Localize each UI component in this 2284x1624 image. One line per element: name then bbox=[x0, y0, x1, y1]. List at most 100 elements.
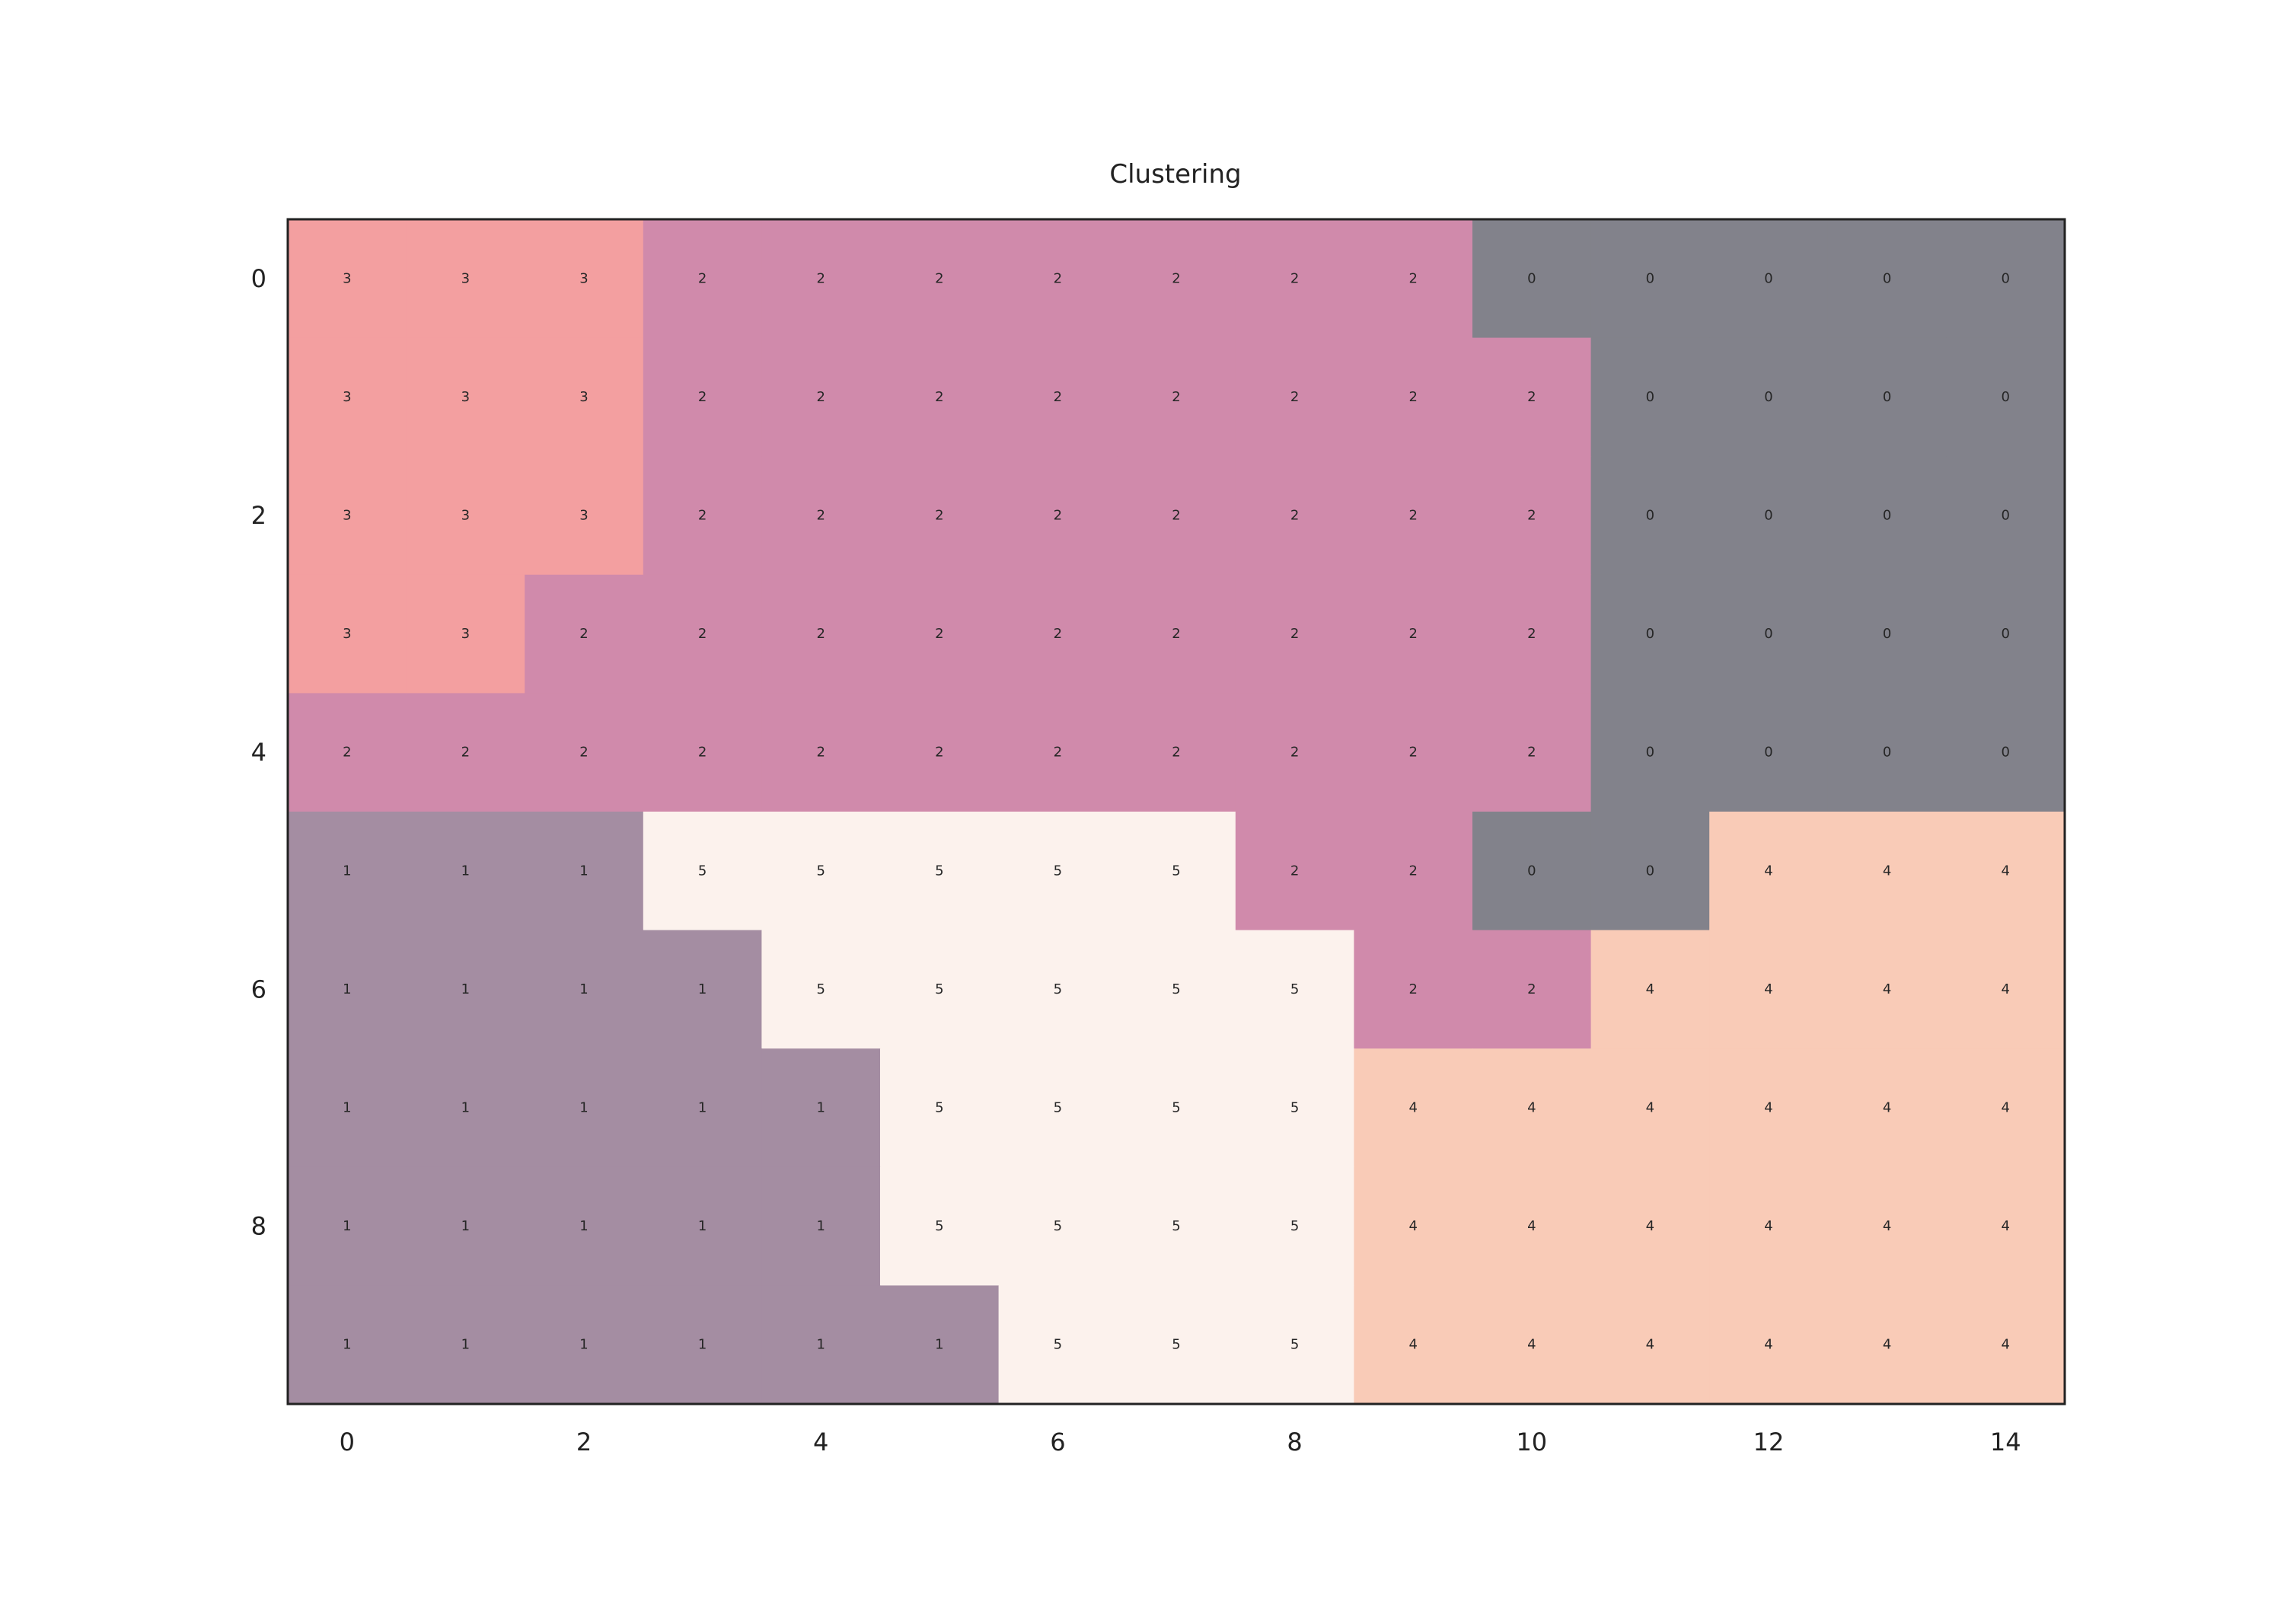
y-tick-label-6: 6 bbox=[251, 975, 266, 1003]
cell-label-r5-c10: 0 bbox=[1527, 863, 1536, 879]
heatmap-cell-r0-c4 bbox=[761, 219, 881, 339]
cell-label-r4-c5: 2 bbox=[935, 745, 943, 761]
heatmap-cell-r9-c5 bbox=[880, 1285, 1000, 1405]
cell-label-r9-c10: 4 bbox=[1527, 1337, 1536, 1353]
heatmap-cell-r4-c2 bbox=[525, 693, 644, 812]
y-axis-ticks: 0 2 4 6 8 bbox=[251, 264, 266, 1241]
heatmap-cell-r8-c5 bbox=[880, 1166, 1000, 1286]
cell-label-r8-c11: 4 bbox=[1646, 1218, 1654, 1234]
cell-label-r2-c13: 0 bbox=[1883, 508, 1891, 524]
cell-label-r1-c0: 3 bbox=[343, 389, 351, 405]
heatmap-cell-r8-c9 bbox=[1354, 1166, 1473, 1286]
cell-label-r8-c6: 5 bbox=[1054, 1218, 1062, 1234]
heatmap-cell-r4-c3 bbox=[643, 693, 762, 812]
x-axis-ticks: 0 2 4 6 8 10 12 14 bbox=[340, 1428, 2021, 1456]
cell-label-r6-c13: 4 bbox=[1883, 981, 1891, 997]
cell-label-r7-c7: 5 bbox=[1172, 1100, 1180, 1116]
cell-label-r6-c9: 2 bbox=[1408, 981, 1417, 997]
chart-title: Clustering bbox=[1109, 159, 1241, 190]
cell-label-r3-c5: 2 bbox=[935, 626, 943, 642]
heatmap-cell-r5-c12 bbox=[1709, 812, 1829, 931]
cell-label-r9-c5: 1 bbox=[935, 1337, 943, 1353]
heatmap-cell-r5-c2 bbox=[525, 812, 644, 931]
heatmap-cell-r3-c10 bbox=[1472, 574, 1592, 694]
heatmap-cell-r1-c3 bbox=[643, 337, 762, 457]
cell-label-r2-c8: 2 bbox=[1290, 508, 1299, 524]
heatmap-cell-r1-c6 bbox=[998, 337, 1118, 457]
heatmap-cell-r7-c8 bbox=[1235, 1048, 1354, 1168]
heatmap-cell-r3-c13 bbox=[1827, 574, 1947, 694]
cell-label-r4-c10: 2 bbox=[1527, 745, 1536, 761]
cell-label-r2-c0: 3 bbox=[343, 508, 351, 524]
heatmap-cell-r8-c4 bbox=[761, 1166, 881, 1286]
heatmap-cell-r3-c1 bbox=[406, 574, 525, 694]
cell-label-r3-c3: 2 bbox=[698, 626, 707, 642]
heatmap-cell-r9-c6 bbox=[998, 1285, 1118, 1405]
cell-label-r6-c4: 5 bbox=[816, 981, 825, 997]
heatmap-cell-r5-c4 bbox=[761, 812, 881, 931]
cell-label-r8-c13: 4 bbox=[1883, 1218, 1891, 1234]
cell-label-r4-c1: 2 bbox=[461, 745, 470, 761]
heatmap-cell-r0-c14 bbox=[1946, 219, 2065, 339]
heatmap-cell-r1-c11 bbox=[1590, 337, 1710, 457]
heatmap-cell-r9-c10 bbox=[1472, 1285, 1592, 1405]
heatmap-cell-r2-c7 bbox=[1117, 456, 1236, 576]
cell-label-r6-c12: 4 bbox=[1764, 981, 1772, 997]
y-tick-label-4: 4 bbox=[251, 738, 266, 767]
cell-label-r1-c6: 2 bbox=[1054, 389, 1062, 405]
heatmap-cell-r7-c1 bbox=[406, 1048, 525, 1168]
heatmap-cell-r0-c3 bbox=[643, 219, 762, 339]
heatmap-cell-r5-c13 bbox=[1827, 812, 1947, 931]
heatmap-cell-r8-c3 bbox=[643, 1166, 762, 1286]
heatmap-cell-r9-c1 bbox=[406, 1285, 525, 1405]
plot-frame bbox=[286, 218, 2066, 1405]
heatmap-cell-r6-c10 bbox=[1472, 930, 1592, 1049]
heatmap-cell-r3-c3 bbox=[643, 574, 762, 694]
heatmap-cell-r8-c13 bbox=[1827, 1166, 1947, 1286]
heatmap-cell-r6-c3 bbox=[643, 930, 762, 1049]
heatmap-cell-r5-c3 bbox=[643, 812, 762, 931]
cell-label-r7-c0: 1 bbox=[343, 1100, 351, 1116]
heatmap-cell-r4-c10 bbox=[1472, 693, 1592, 812]
cell-label-r4-c0: 2 bbox=[343, 745, 351, 761]
cell-label-r8-c14: 4 bbox=[2001, 1218, 2009, 1234]
x-tick-label-10: 10 bbox=[1516, 1428, 1547, 1456]
cell-label-r9-c0: 1 bbox=[343, 1337, 351, 1353]
heatmap-cell-r8-c11 bbox=[1590, 1166, 1710, 1286]
cell-label-r0-c3: 2 bbox=[698, 270, 707, 286]
heatmap-cell-r4-c1 bbox=[406, 693, 525, 812]
cell-label-r4-c12: 0 bbox=[1764, 745, 1772, 761]
heatmap-cell-r6-c12 bbox=[1709, 930, 1829, 1049]
heatmap-cell-r7-c5 bbox=[880, 1048, 1000, 1168]
heatmap-cell-r6-c0 bbox=[288, 930, 407, 1049]
cell-label-r6-c14: 4 bbox=[2001, 981, 2009, 997]
cell-label-r0-c11: 0 bbox=[1646, 270, 1654, 286]
cell-label-r3-c10: 2 bbox=[1527, 626, 1536, 642]
x-tick-label-8: 8 bbox=[1287, 1428, 1302, 1456]
cell-label-r5-c7: 5 bbox=[1172, 863, 1180, 879]
cell-label-r4-c8: 2 bbox=[1290, 745, 1299, 761]
heatmap-cell-r6-c1 bbox=[406, 930, 525, 1049]
cell-label-r8-c8: 5 bbox=[1290, 1218, 1299, 1234]
heatmap-cell-r7-c3 bbox=[643, 1048, 762, 1168]
cell-label-r2-c9: 2 bbox=[1408, 508, 1417, 524]
heatmap-cell-r6-c6 bbox=[998, 930, 1118, 1049]
cell-label-r9-c6: 5 bbox=[1054, 1337, 1062, 1353]
cell-label-r3-c7: 2 bbox=[1172, 626, 1180, 642]
cell-label-r6-c6: 5 bbox=[1054, 981, 1062, 997]
cell-label-r7-c9: 4 bbox=[1408, 1100, 1417, 1116]
cell-label-r3-c13: 0 bbox=[1883, 626, 1891, 642]
cell-label-r4-c7: 2 bbox=[1172, 745, 1180, 761]
cell-label-r7-c13: 4 bbox=[1883, 1100, 1891, 1116]
cell-label-r7-c10: 4 bbox=[1527, 1100, 1536, 1116]
cell-label-r9-c14: 4 bbox=[2001, 1337, 2009, 1353]
heatmap-cell-r0-c2 bbox=[525, 219, 644, 339]
cell-label-r8-c1: 1 bbox=[461, 1218, 470, 1234]
cell-label-r9-c3: 1 bbox=[698, 1337, 707, 1353]
heatmap-cell-r1-c1 bbox=[406, 337, 525, 457]
heatmap-cell-r4-c0 bbox=[288, 693, 407, 812]
heatmap-cell-r2-c5 bbox=[880, 456, 1000, 576]
heatmap-cell-r4-c8 bbox=[1235, 693, 1354, 812]
cell-label-r5-c12: 4 bbox=[1764, 863, 1772, 879]
heatmap-cell-r1-c10 bbox=[1472, 337, 1592, 457]
